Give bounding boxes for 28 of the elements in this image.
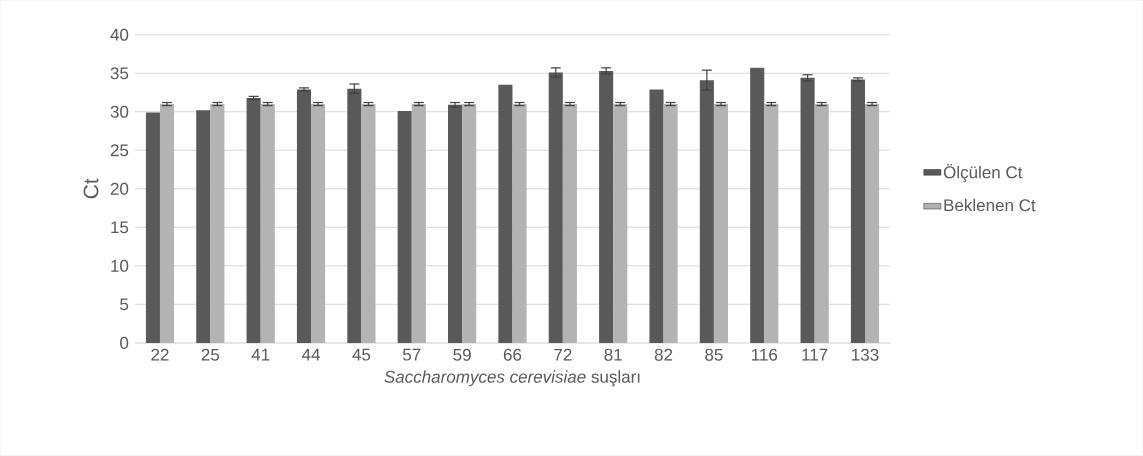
x-axis-title: Saccharomyces cerevisiae suşları <box>384 370 640 387</box>
y-tick-label: 0 <box>120 337 129 350</box>
y-tick-label: 15 <box>111 221 129 234</box>
x-tick-label: 72 <box>554 348 572 361</box>
legend-label: Ölçülen Ct <box>943 164 1023 182</box>
y-tick-label: 30 <box>110 105 129 118</box>
y-tick-label: 40 <box>110 28 129 41</box>
x-tick-label: 41 <box>251 348 270 361</box>
x-tick-label: 117 <box>802 348 828 361</box>
x-tick-label: 25 <box>201 348 220 361</box>
x-tick-label: 22 <box>151 348 169 361</box>
y-tick-label: 10 <box>111 259 129 273</box>
x-tick-label: 81 <box>604 348 622 361</box>
y-tick-label: 5 <box>120 298 129 311</box>
x-tick-label: 133 <box>852 348 879 361</box>
x-tick-label: 82 <box>654 348 673 361</box>
y-axis-title: Ct <box>83 178 99 199</box>
x-tick-label: 116 <box>752 348 778 361</box>
y-tick-label: 25 <box>110 144 129 157</box>
legend-label: Beklenen Ct <box>944 198 1036 212</box>
x-tick-label: 59 <box>453 348 471 361</box>
x-tick-label: 44 <box>301 348 320 361</box>
x-tick-label: 66 <box>503 348 522 361</box>
x-tick-label: 57 <box>402 348 421 361</box>
y-tick-label: 35 <box>110 67 129 80</box>
x-tick-label: 45 <box>352 348 371 361</box>
x-tick-label: 85 <box>705 348 723 361</box>
y-tick-label: 20 <box>110 182 129 195</box>
